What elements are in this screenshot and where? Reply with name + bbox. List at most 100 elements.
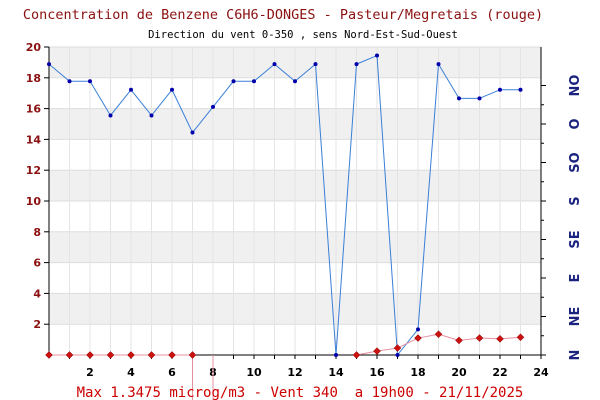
benzene-point [434,330,443,339]
wind-segment [479,89,501,99]
wind-point [498,87,502,92]
wind-point [375,53,379,58]
y-tick-label: 16 [26,103,42,116]
wind-point [477,96,482,101]
wind-segment [376,55,398,356]
x-tick-label: 10 [246,366,262,379]
y-tick-label: 4 [33,287,41,300]
wind-segment [356,55,378,65]
wind-point [354,62,359,67]
wind-label-o: O [568,118,583,129]
x-tick-label: 18 [410,366,425,379]
wind-segment [212,80,234,108]
wind-label-se: SE [568,230,583,248]
benzene-point [106,351,115,359]
wind-point [395,353,400,357]
y-tick-label: 14 [26,133,42,146]
x-tick-label: 6 [168,366,176,379]
wind-point [334,353,338,357]
wind-segment [335,64,357,356]
benzene-point [373,347,381,356]
benzene-point [86,351,94,359]
y-tick-label: 12 [26,164,41,177]
benzene-point [393,344,402,352]
y-tick-label: 2 [33,318,41,331]
wind-segment [315,64,337,356]
benzene-point [65,351,74,359]
x-tick-label: 14 [328,366,344,379]
wind-label-ne: NE [568,307,583,327]
wind-direction-series [47,53,523,357]
benzene-segment [356,350,378,356]
benzene-segment [438,333,460,341]
wind-segment [274,63,296,82]
benzene-point [516,333,525,342]
wind-point [47,62,51,67]
wind-segment [253,63,275,82]
x-tick-label: 24 [533,366,549,379]
wind-point [170,87,174,92]
wind-segment [89,80,111,116]
wind-point [149,113,154,118]
x-tick-label: 4 [127,366,135,379]
wind-segment [192,106,214,133]
wind-segment [110,89,132,116]
chart-subtitle: Direction du vent 0-350 , sens Nord-Est-… [148,29,458,41]
y-tick-label: 10 [26,195,42,208]
wind-point [231,79,236,84]
wind-point [108,113,113,118]
x-tick-label: 12 [287,366,302,379]
x-tick-label: 22 [492,366,507,379]
x-tick-label: 2 [86,366,94,379]
wind-point [190,130,195,135]
wind-segment [438,63,460,99]
wind-segment [171,89,193,133]
benzene-point [414,334,422,342]
benzene-point [45,351,53,359]
benzene-point [147,351,156,359]
x-tick-labels: 24681012141618202224 [86,366,549,379]
benzene-segment [417,333,439,339]
wind-segment [151,89,173,116]
wind-direction-labels: N NE E SE S SO O NO [568,75,583,361]
wind-point [211,104,215,109]
wind-label-no: NO [568,75,583,97]
wind-point [67,79,72,84]
wind-label-n: N [568,350,583,361]
wind-point [457,96,461,101]
wind-point [88,79,92,84]
wind-point [518,87,523,92]
wind-segment [130,89,152,116]
wind-segment [48,63,70,82]
benzene-segment [397,337,419,349]
wind-segment [417,64,439,330]
chart-title: Concentration de Benzene C6H6-DONGES - P… [23,7,543,23]
y-tick-labels: 2 4 6 8 10 12 14 16 18 20 [26,41,42,331]
wind-point [416,327,420,332]
y-tick-label: 18 [26,72,41,85]
wind-point [252,79,256,84]
y-tick-label: 6 [33,257,41,270]
benzene-point [455,336,463,345]
chart-footer: Max 1.3475 microg/m3 - Vent 340 a 19h00 … [77,385,524,400]
benzene-point [496,334,504,343]
benzene-point [188,351,197,359]
wind-point [313,62,318,67]
wind-label-s: S [568,196,583,205]
x-tick-label: 16 [369,366,385,379]
benzene-segment [376,347,398,352]
benzene-point [475,334,484,342]
wind-label-so: SO [568,152,583,172]
y-tick-label: 8 [33,226,41,239]
benzene-point [352,351,361,359]
wind-segment [294,63,316,82]
wind-label-e: E [568,274,583,283]
wind-segment [397,329,419,356]
x-tick-label: 20 [451,366,467,379]
wind-point [129,87,133,92]
benzene-series [45,330,525,400]
wind-point [293,79,297,84]
wind-point [272,62,277,67]
y-tick-label: 20 [26,41,42,54]
